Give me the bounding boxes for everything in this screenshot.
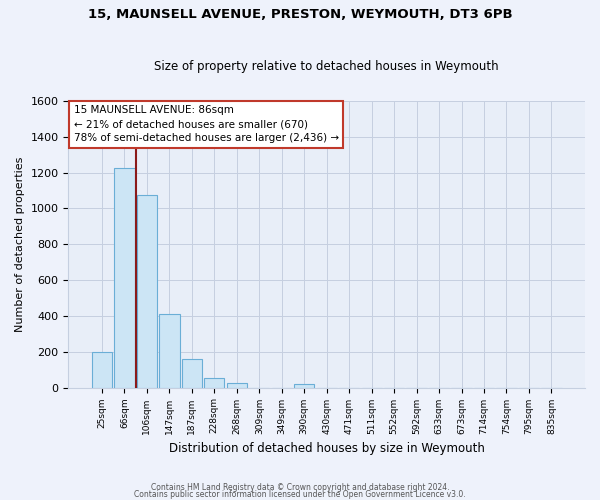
Bar (182, 359, 202, 388)
Text: Contains HM Land Registry data © Crown copyright and database right 2024.: Contains HM Land Registry data © Crown c… (151, 484, 449, 492)
Bar (204, 378, 224, 388)
X-axis label: Distribution of detached houses by size in Weymouth: Distribution of detached houses by size … (169, 442, 485, 455)
Bar (115, 168, 134, 388)
Bar (294, 384, 314, 388)
Bar (137, 195, 157, 388)
Text: 15 MAUNSELL AVENUE: 86sqm
← 21% of detached houses are smaller (670)
78% of semi: 15 MAUNSELL AVENUE: 86sqm ← 21% of detac… (74, 106, 338, 144)
Y-axis label: Number of detached properties: Number of detached properties (15, 156, 25, 332)
Bar (92, 352, 112, 388)
Title: Size of property relative to detached houses in Weymouth: Size of property relative to detached ho… (154, 60, 499, 74)
Bar (227, 383, 247, 388)
Text: Contains public sector information licensed under the Open Government Licence v3: Contains public sector information licen… (134, 490, 466, 499)
Text: 15, MAUNSELL AVENUE, PRESTON, WEYMOUTH, DT3 6PB: 15, MAUNSELL AVENUE, PRESTON, WEYMOUTH, … (88, 8, 512, 20)
Bar (159, 314, 179, 388)
